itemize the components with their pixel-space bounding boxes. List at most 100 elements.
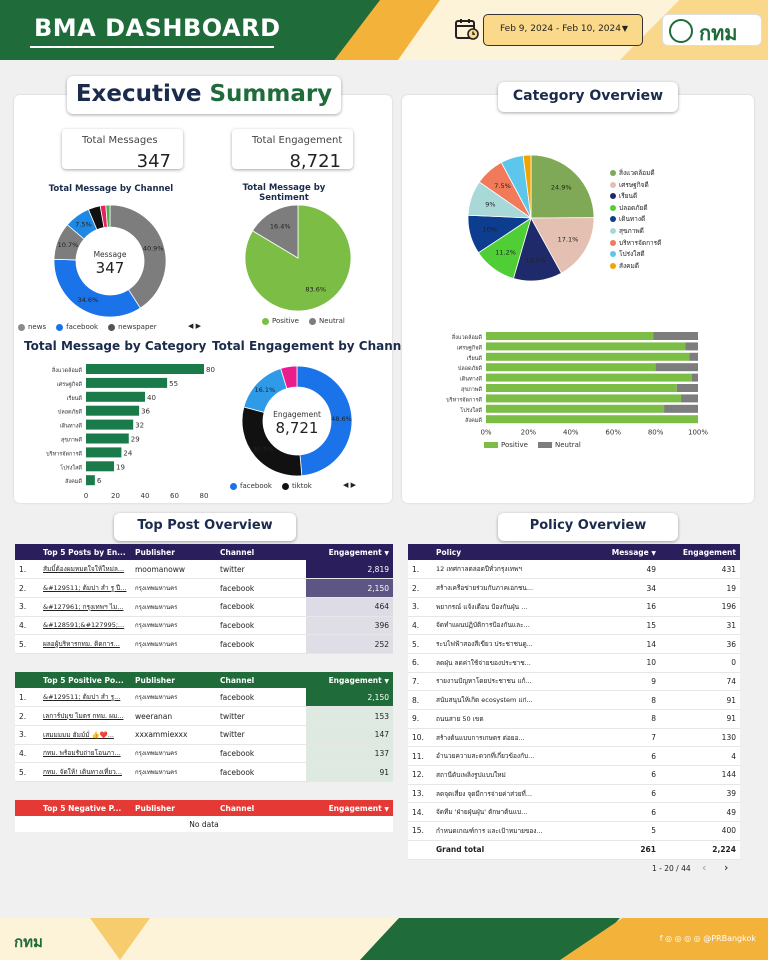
col-engagement[interactable]: Engagement ▼ [328,803,389,813]
bar[interactable] [86,405,140,416]
col-message[interactable]: Message ▼ [611,547,656,557]
table-row[interactable]: 3. เสมมมมม ฮัมม์มั่ 👍❤️... xxxammiexxx twit… [15,725,393,745]
bar[interactable] [86,364,204,374]
chevron-down-icon[interactable]: ▼ [621,24,628,33]
table-row[interactable]: 8. สนับสนุนให้เกิด ecosystem แก่... 8 91 [408,690,740,710]
col-publisher[interactable]: Publisher [135,803,175,813]
legend-item[interactable]: facebook [230,482,272,490]
stacked-bar-neutral[interactable] [655,363,698,372]
legend-item[interactable]: สิ่งแวดล้อมดี [610,168,661,180]
stacked-bar-positive[interactable] [486,373,692,382]
post-text[interactable]: กทม. จัดให้! เดินทางเที่ยว... [39,762,131,782]
table-row[interactable]: 5. กทม. จัดให้! เดินทางเที่ยว... กรุงเทพมห… [15,762,393,782]
table-row[interactable]: 1. 12 เทศกาลตลอดปีทั่วกรุงเทพฯ 49 431 [408,560,740,580]
table-row[interactable]: 6. ลดฝุ่น ลดค่าใช้จ่ายของประชาช... 10 0 [408,653,740,673]
stacked-bar-neutral[interactable] [685,342,698,351]
stacked-bar-neutral[interactable] [691,373,698,382]
col-engagement[interactable]: Engagement ▼ [328,547,389,557]
legend-item[interactable]: Positive [262,317,299,325]
table-row[interactable]: 9. ถนนสาย 50 เขต 8 91 [408,709,740,729]
post-text[interactable]: เลการ์ปมุข ไมตร กทม. ผม... [39,706,131,726]
col-post[interactable]: Top 5 Negative P... [43,803,122,813]
table-row[interactable]: 12. สถานีดับเพลิงรูปแบบใหม่ 6 144 [408,765,740,785]
col-post[interactable]: Top 5 Positive Po... [43,675,124,685]
legend-item[interactable]: facebook [56,323,98,331]
stacked-bar-positive[interactable] [486,363,656,372]
stacked-bar-positive[interactable] [486,394,682,403]
post-text[interactable]: กทม. พร้อมรับถ่ายโอนภา... [39,744,131,764]
legend-item[interactable]: เดินทางดี [610,214,661,226]
table-row[interactable]: 1. สัมมิ์ต้องผมหมดใจให้ใหม่ล... moomanoww t… [15,560,393,580]
table-row[interactable]: 3. พยากรณ์ แจ้งเตือน ป้องกันฝุ่น ... 16 196 [408,597,740,617]
slice-เศรษฐกิจดี[interactable] [530,217,595,274]
col-engagement[interactable]: Engagement [682,547,736,557]
table-row[interactable]: 14. จัดทีม 'ฝ่ายฝุ่นฝุ่น' ตักษาต้นแบ... 6 4… [408,802,740,823]
table-row[interactable]: 13. ลดจุดเสี่ยง จุดมีการจ่ายค่าส่วยที่...… [408,784,740,804]
legend-item[interactable]: สุขภาพดี [610,226,661,238]
post-text[interactable]: &#129511; ต้มปา สำ รู... [39,688,131,708]
social-handle[interactable]: f ◎ ◎ ◎ ◎ @PRBangkok [659,934,756,943]
bar[interactable] [86,475,95,486]
table-row[interactable]: 7. รายงานปัญหาโดยประชาชน แก้... 9 74 [408,672,740,692]
table-row[interactable]: 11. อำนวยความสะดวกที่เกี่ยวข้องกับ... 6 4 [408,746,740,767]
col-post[interactable]: Top 5 Posts by En... [43,547,126,557]
col-policy[interactable]: Policy [436,547,462,557]
stacked-bar-neutral[interactable] [676,384,698,392]
legend-item[interactable]: tiktok [281,482,312,490]
stacked-bar-positive[interactable] [486,352,690,361]
legend-item[interactable]: Neutral [538,441,581,449]
legend-item[interactable]: news [18,323,46,331]
table-row[interactable]: 4. กทม. พร้อมรับถ่ายโอนภา... กรุงเทพมหานคร… [15,744,393,764]
slice-Neutral[interactable] [252,204,299,259]
post-text[interactable]: &#127961; กรุงเทพฯ ไม... [39,597,131,617]
stacked-bar-positive[interactable] [486,404,665,413]
legend-item[interactable]: newspaper [108,323,157,331]
table-row[interactable]: 2. &#129511; ต้มปา สำ รู ปี... กรุงเทพมหาน… [15,578,393,598]
table-row[interactable]: 10. สร้างต้นแบบการเกษตร ต่อยอ... 7 130 [408,728,740,748]
slice-สังคมดี[interactable] [522,154,532,219]
post-text[interactable]: สัมมิ์ต้องผมหมดใจให้ใหม่ล... [39,560,131,580]
stacked-bar-positive[interactable] [486,332,654,340]
table-row[interactable]: 1. &#129511; ต้มปา สำ รู... กรุงเทพมหานคร f… [15,688,393,708]
legend-item[interactable]: สังคมดี [610,261,661,273]
stacked-bar-positive[interactable] [486,342,686,351]
legend-item[interactable]: Neutral [309,317,345,325]
bar[interactable] [86,391,145,402]
slice-สิ่งแวดล้อมดี[interactable] [530,154,595,219]
stacked-bar-neutral[interactable] [689,352,698,361]
post-text[interactable]: &#128591;&#127995;... [39,616,131,636]
bar[interactable] [86,377,168,388]
col-engagement[interactable]: Engagement ▼ [328,675,389,685]
stacked-bar-neutral[interactable] [653,332,698,340]
post-text[interactable]: &#129511; ต้มปา สำ รู ปี... [39,578,131,598]
bar[interactable] [86,461,115,472]
table-row[interactable]: 5. ระบไฟฟ้าสองสีเขียว ประชาชนดู... 14 36 [408,634,740,654]
col-channel[interactable]: Channel [220,803,255,813]
bar-pager[interactable]: ◀ ▶ [343,481,356,489]
date-range-picker[interactable]: Feb 9, 2024 - Feb 10, 2024 ▼ [483,14,643,46]
next-page-icon[interactable]: › [724,861,729,874]
table-row[interactable]: 3. &#127961; กรุงเทพฯ ไม... กรุงเทพมหานคร f… [15,597,393,617]
legend-item[interactable]: โปร่งใสดี [610,249,661,261]
table-row[interactable]: 2. เลการ์ปมุข ไมตร กทม. ผม... weeranan twit… [15,706,393,726]
bar[interactable] [86,419,134,430]
stacked-bar-neutral[interactable] [681,394,698,403]
legend-item[interactable]: บริหารจัดการดี [610,238,661,250]
stacked-bar-neutral[interactable] [664,404,698,413]
legend-item[interactable]: เศรษฐกิจดี [610,180,661,192]
col-channel[interactable]: Channel [220,675,255,685]
bar[interactable] [86,447,122,458]
legend-pager[interactable]: ◀ ▶ [188,322,201,330]
post-text[interactable]: ผลอผู้บริหารกทม. ติดการ... [39,634,131,654]
stacked-bar-positive[interactable] [486,384,677,392]
slice-news[interactable] [109,204,167,309]
table-row[interactable]: 5. ผลอผู้บริหารกทม. ติดการ... กรุงเทพมหานค… [15,634,393,654]
slice-segment-6[interactable] [105,204,111,228]
col-channel[interactable]: Channel [220,547,255,557]
stacked-bar-positive[interactable] [486,415,698,424]
legend-item[interactable]: ปลอดภัยดี [610,203,661,215]
prev-page-icon[interactable]: ‹ [702,861,707,874]
table-row[interactable]: 4. จัดทำแผนปฏิบัติการป้องกันและ... 15 31 [408,616,740,636]
legend-item[interactable]: เรียนดี [610,191,661,203]
table-row[interactable]: 4. &#128591;&#127995;... กรุงเทพมหานคร face… [15,616,393,636]
